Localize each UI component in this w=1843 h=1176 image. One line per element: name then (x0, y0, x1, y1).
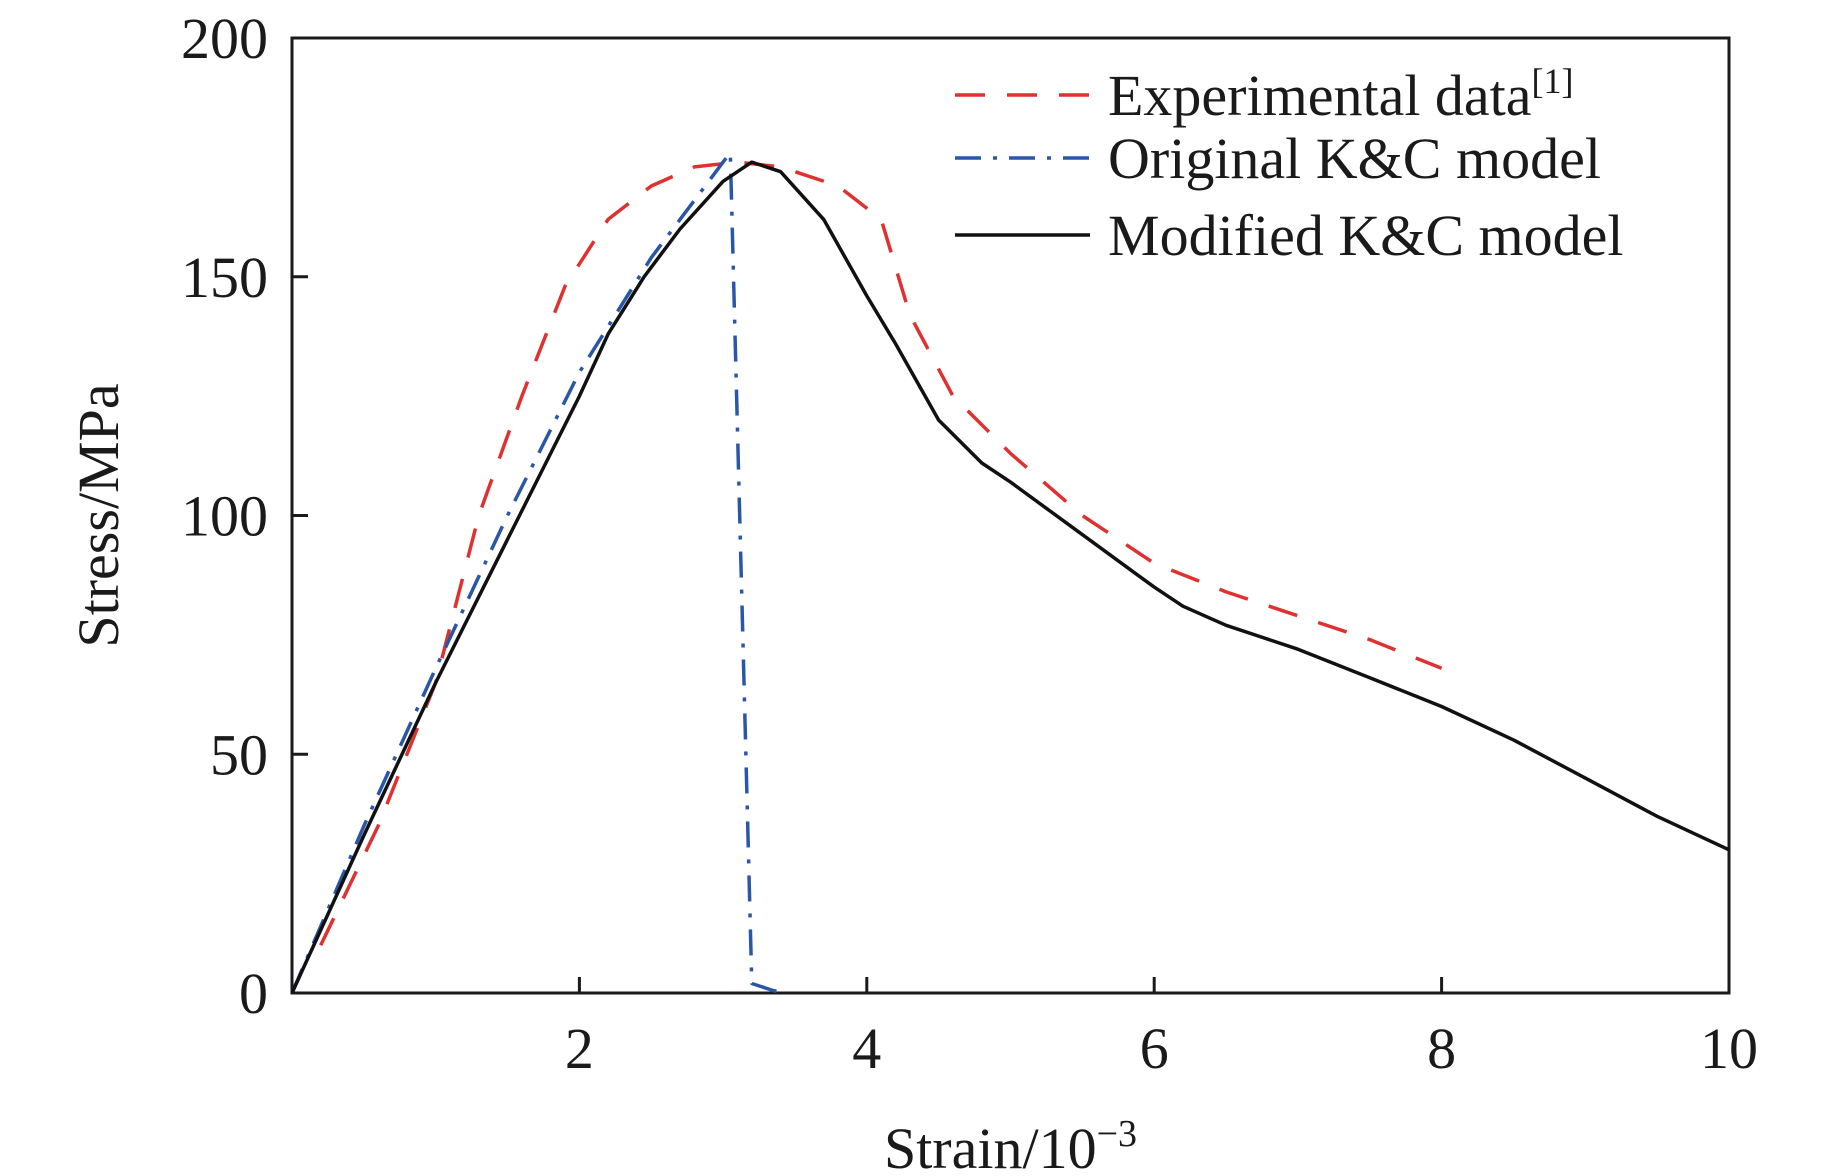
series-layer (290, 150, 1730, 995)
legend-label-1: Original K&C model (1108, 126, 1601, 191)
legend-label-2: Modified K&C model (1108, 203, 1624, 268)
series-line-1 (290, 150, 789, 995)
x-tick-label: 6 (1140, 1016, 1169, 1081)
x-axis-ticks: 2 4 6 8 10 (565, 977, 1758, 1081)
y-axis-ticks: 0 50 100 150 200 (181, 6, 308, 1026)
legend-label-text: Experimental data (1108, 63, 1532, 128)
legend-label-0: Experimental data[1] (1108, 61, 1574, 128)
series-line-2 (290, 160, 1730, 994)
y-tick-label: 100 (181, 484, 268, 549)
legend-label-superscript: [1] (1532, 61, 1574, 101)
y-tick-label: 50 (210, 722, 268, 787)
y-tick-label: 200 (181, 6, 268, 71)
y-tick-label: 0 (239, 961, 268, 1026)
y-tick-label: 150 (181, 245, 268, 310)
x-axis-title: Strain/10−3 (884, 1113, 1137, 1176)
x-axis-title-main: Strain/10 (884, 1116, 1097, 1176)
x-axis-title-superscript: −3 (1097, 1113, 1137, 1155)
x-tick-label: 2 (565, 1016, 594, 1081)
x-tick-label: 4 (852, 1016, 881, 1081)
y-axis-title: Stress/MPa (66, 383, 131, 647)
series-line-0 (319, 160, 1443, 947)
legend-label-text: Original K&C model (1108, 126, 1601, 191)
x-tick-label: 8 (1427, 1016, 1456, 1081)
legend-label-text: Modified K&C model (1108, 203, 1624, 268)
legend: Experimental data[1]Original K&C modelMo… (955, 61, 1624, 268)
x-tick-label: 10 (1700, 1016, 1758, 1081)
